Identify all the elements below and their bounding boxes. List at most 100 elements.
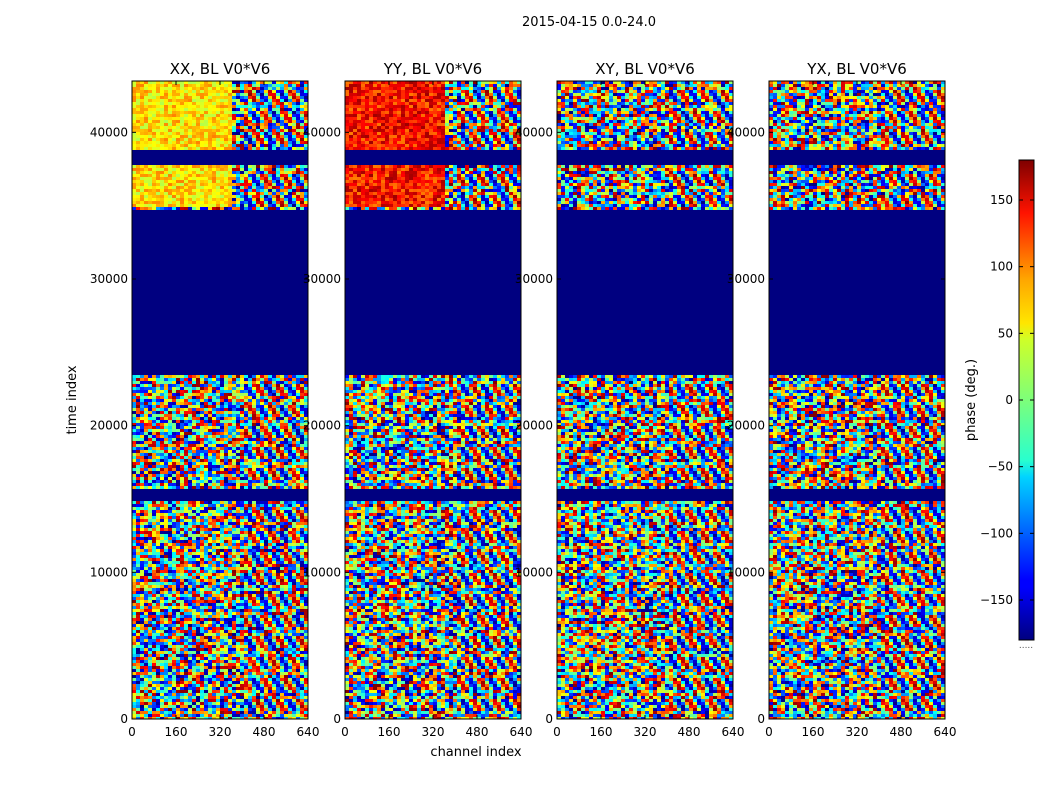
heatmap-cell — [256, 225, 260, 228]
heatmap-cell — [256, 147, 260, 150]
heatmap-cell — [256, 201, 260, 204]
heatmap-cell — [300, 288, 304, 291]
heatmap-cell — [200, 369, 204, 372]
heatmap-cell — [244, 273, 248, 276]
heatmap-cell — [256, 288, 260, 291]
heatmap-cell — [132, 228, 136, 231]
heatmap-cell — [184, 186, 188, 189]
heatmap-cell — [284, 372, 288, 375]
heatmap-cell — [276, 87, 280, 90]
heatmap-cell — [260, 87, 264, 90]
heatmap-cell — [176, 312, 180, 315]
heatmap-cell — [260, 201, 264, 204]
heatmap-cell — [244, 153, 248, 156]
heatmap-cell — [132, 312, 136, 315]
heatmap-cell — [168, 402, 172, 405]
heatmap-cell — [220, 192, 224, 195]
heatmap-cell — [304, 174, 308, 177]
heatmap-cell — [220, 144, 224, 147]
heatmap-cell — [208, 348, 212, 351]
heatmap-cell — [284, 144, 288, 147]
heatmap-cell — [136, 126, 140, 129]
heatmap-cell — [196, 360, 200, 363]
heatmap-cell — [168, 387, 172, 390]
heatmap-cell — [160, 390, 164, 393]
heatmap-cell — [164, 195, 168, 198]
heatmap-cell — [184, 369, 188, 372]
heatmap-cell — [228, 396, 232, 399]
heatmap-cell — [200, 363, 204, 366]
heatmap-cell — [256, 267, 260, 270]
heatmap-cell — [248, 417, 252, 420]
heatmap-cell — [204, 240, 208, 243]
heatmap-cell — [300, 213, 304, 216]
heatmap-cell — [188, 108, 192, 111]
heatmap-cell — [196, 240, 200, 243]
heatmap-cell — [208, 390, 212, 393]
heatmap-cell — [144, 123, 148, 126]
heatmap-cell — [196, 111, 200, 114]
heatmap-cell — [152, 309, 156, 312]
heatmap-cell — [212, 165, 216, 168]
heatmap-cell — [192, 381, 196, 384]
heatmap-cell — [172, 195, 176, 198]
heatmap-cell — [244, 201, 248, 204]
heatmap-cell — [184, 210, 188, 213]
heatmap-cell — [300, 135, 304, 138]
heatmap-cell — [296, 372, 300, 375]
heatmap-cell — [176, 354, 180, 357]
heatmap-cell — [160, 330, 164, 333]
heatmap-cell — [296, 117, 300, 120]
heatmap-cell — [228, 336, 232, 339]
heatmap-cell — [292, 360, 296, 363]
heatmap-cell — [200, 390, 204, 393]
heatmap-cell — [236, 261, 240, 264]
heatmap-cell — [276, 162, 280, 165]
heatmap-cell — [196, 306, 200, 309]
heatmap-cell — [252, 222, 256, 225]
heatmap-cell — [172, 147, 176, 150]
heatmap-cell — [252, 126, 256, 129]
heatmap-cell — [248, 132, 252, 135]
heatmap-cell — [252, 228, 256, 231]
heatmap-cell — [204, 234, 208, 237]
heatmap-cell — [248, 318, 252, 321]
heatmap-cell — [212, 399, 216, 402]
heatmap-cell — [160, 291, 164, 294]
heatmap-cell — [264, 333, 268, 336]
heatmap-cell — [188, 234, 192, 237]
heatmap-cell — [176, 105, 180, 108]
heatmap-cell — [180, 279, 184, 282]
heatmap-cell — [220, 150, 224, 153]
heatmap-cell — [200, 420, 204, 423]
heatmap-cell — [148, 117, 152, 120]
heatmap-cell — [216, 303, 220, 306]
heatmap-cell — [204, 300, 208, 303]
heatmap-cell — [152, 258, 156, 261]
heatmap-cell — [296, 378, 300, 381]
heatmap-cell — [140, 294, 144, 297]
heatmap-cell — [196, 294, 200, 297]
heatmap-cell — [152, 252, 156, 255]
heatmap-cell — [260, 390, 264, 393]
heatmap-cell — [156, 129, 160, 132]
heatmap-cell — [156, 297, 160, 300]
heatmap-cell — [216, 96, 220, 99]
heatmap-cell — [240, 132, 244, 135]
heatmap-cell — [196, 141, 200, 144]
heatmap-cell — [280, 378, 284, 381]
heatmap-cell — [184, 318, 188, 321]
heatmap-cell — [224, 198, 228, 201]
heatmap-cell — [244, 84, 248, 87]
heatmap-cell — [192, 366, 196, 369]
heatmap-cell — [140, 153, 144, 156]
heatmap-cell — [216, 282, 220, 285]
heatmap-cell — [220, 120, 224, 123]
heatmap-cell — [148, 270, 152, 273]
heatmap-cell — [268, 399, 272, 402]
heatmap-cell — [264, 342, 268, 345]
heatmap-cell — [248, 162, 252, 165]
heatmap-cell — [268, 288, 272, 291]
heatmap-cell — [160, 147, 164, 150]
heatmap-cell — [232, 348, 236, 351]
